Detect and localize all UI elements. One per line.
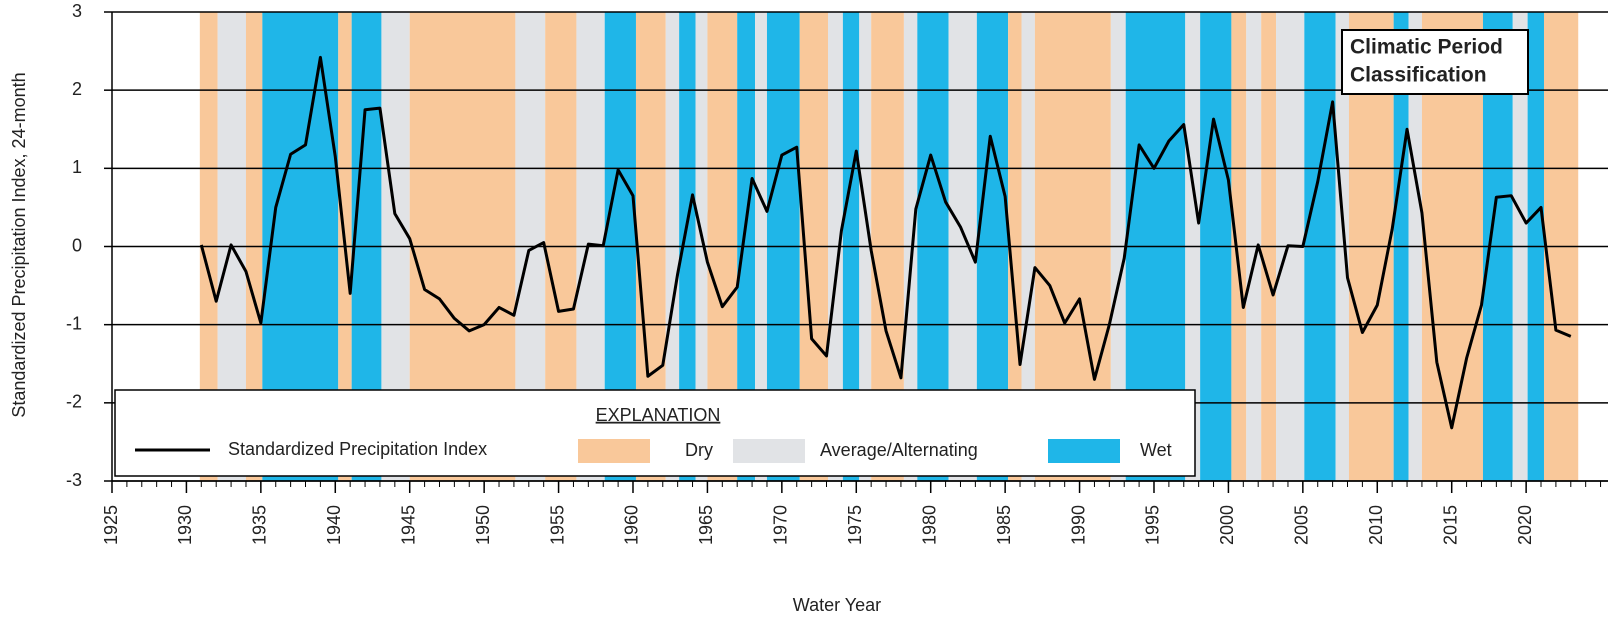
x-tick-label: 1985 bbox=[994, 505, 1014, 545]
legend-box bbox=[114, 389, 1196, 477]
y-tick-label: 3 bbox=[72, 1, 82, 21]
plot-lines bbox=[199, 55, 1572, 430]
x-tick-label: 1945 bbox=[398, 505, 418, 545]
x-tick-label: 1975 bbox=[845, 505, 865, 545]
y-tick-label: -2 bbox=[66, 392, 82, 412]
spi-line bbox=[199, 55, 1572, 430]
x-tick-label: 1935 bbox=[250, 505, 270, 545]
x-axis-label: Water Year bbox=[793, 595, 881, 615]
legend-label: Wet bbox=[1140, 440, 1172, 460]
y-axis-label: Standardized Precipitation Index, 24-mon… bbox=[9, 72, 29, 417]
x-tick-label: 1925 bbox=[101, 505, 121, 545]
x-tick-label: 1990 bbox=[1068, 505, 1088, 545]
x-tick-label: 1980 bbox=[919, 505, 939, 545]
legend-label: Standardized Precipitation Index bbox=[228, 439, 487, 459]
x-tick-label: 2010 bbox=[1366, 505, 1386, 545]
x-tick-label: 1930 bbox=[175, 505, 195, 545]
x-tick-label: 2020 bbox=[1515, 505, 1535, 545]
legend-swatch bbox=[1048, 439, 1120, 463]
y-tick-label: -1 bbox=[66, 313, 82, 333]
y-tick-label: 0 bbox=[72, 235, 82, 255]
x-tick-label: 1965 bbox=[696, 505, 716, 545]
y-tick-label: 2 bbox=[72, 79, 82, 99]
x-tick-label: 2005 bbox=[1292, 505, 1312, 545]
legend-swatch bbox=[578, 439, 650, 463]
classification-box: Climatic Period Classification bbox=[1341, 29, 1529, 95]
y-tick-label: -3 bbox=[66, 470, 82, 490]
legend-label: Average/Alternating bbox=[820, 440, 978, 460]
x-tick-label: 1940 bbox=[324, 505, 344, 545]
legend-label: Dry bbox=[685, 440, 713, 460]
legend-swatch bbox=[733, 439, 805, 463]
x-tick-label: 2000 bbox=[1217, 505, 1237, 545]
x-tick-label: 1955 bbox=[547, 505, 567, 545]
box-title: Climatic Period bbox=[1350, 36, 1503, 59]
x-tick-label: 1960 bbox=[622, 505, 642, 545]
x-tick-label: 1970 bbox=[771, 505, 791, 545]
legend: EXPLANATION Standardized Precipitation I… bbox=[114, 389, 1196, 477]
x-tick-label: 1995 bbox=[1143, 505, 1163, 545]
y-tick-label: 1 bbox=[72, 157, 82, 177]
box-title: Classification bbox=[1350, 64, 1487, 87]
box bbox=[1341, 29, 1529, 95]
x-tick-label: 2015 bbox=[1440, 505, 1460, 545]
x-tick-label: 1950 bbox=[473, 505, 493, 545]
legend-title: EXPLANATION bbox=[596, 405, 721, 425]
